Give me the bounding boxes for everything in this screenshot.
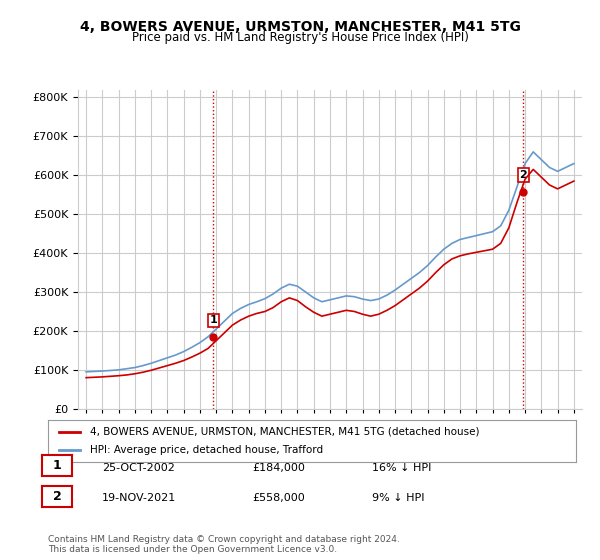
Text: £558,000: £558,000 [252,493,305,503]
Text: 19-NOV-2021: 19-NOV-2021 [102,493,176,503]
Text: 9% ↓ HPI: 9% ↓ HPI [372,493,425,503]
Text: 4, BOWERS AVENUE, URMSTON, MANCHESTER, M41 5TG: 4, BOWERS AVENUE, URMSTON, MANCHESTER, M… [80,20,520,34]
Text: 25-OCT-2002: 25-OCT-2002 [102,463,175,473]
Text: HPI: Average price, detached house, Trafford: HPI: Average price, detached house, Traf… [90,445,323,455]
Text: 2: 2 [519,170,527,180]
Text: 16% ↓ HPI: 16% ↓ HPI [372,463,431,473]
Text: 4, BOWERS AVENUE, URMSTON, MANCHESTER, M41 5TG (detached house): 4, BOWERS AVENUE, URMSTON, MANCHESTER, M… [90,427,480,437]
Text: £184,000: £184,000 [252,463,305,473]
Text: 1: 1 [209,315,217,325]
Text: 2: 2 [53,489,61,503]
Text: Price paid vs. HM Land Registry's House Price Index (HPI): Price paid vs. HM Land Registry's House … [131,31,469,44]
Text: Contains HM Land Registry data © Crown copyright and database right 2024.
This d: Contains HM Land Registry data © Crown c… [48,535,400,554]
Text: 1: 1 [53,459,61,472]
